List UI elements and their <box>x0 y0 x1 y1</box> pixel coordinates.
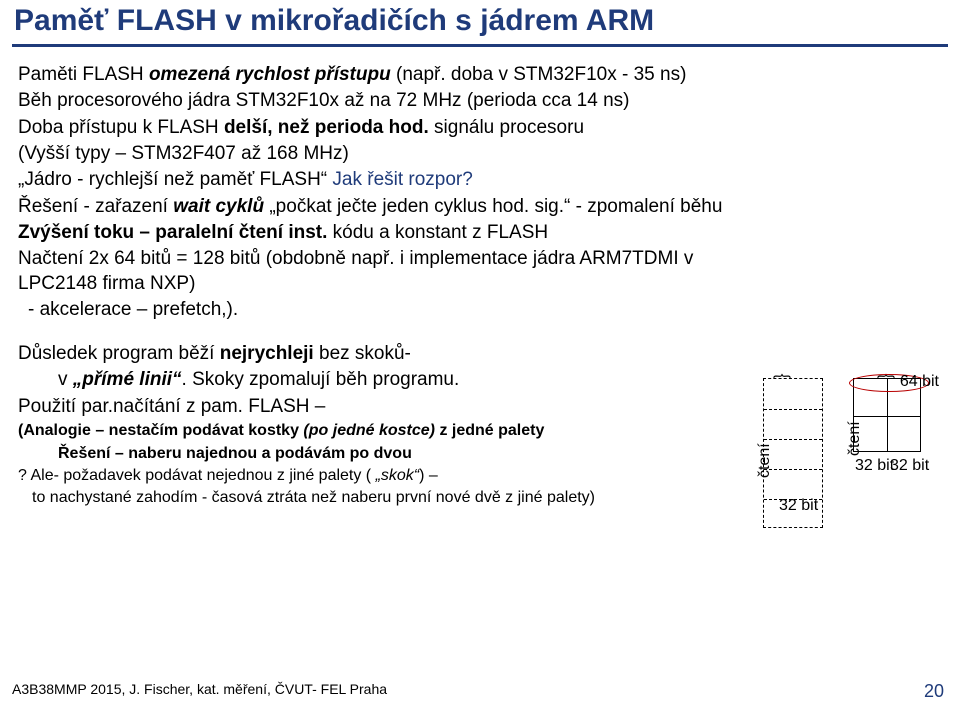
text-bold: nejrychleji <box>220 343 314 364</box>
title-divider <box>12 44 948 47</box>
lower-row: Důsledek program běží nejrychleji bez sk… <box>18 342 942 538</box>
text: kódu a konstant z FLASH <box>327 222 548 243</box>
diagram-label-64bit: 64 bit <box>900 372 939 392</box>
text: (např. doba v STM32F10x - 35 ns) <box>391 64 687 85</box>
para-1: Paměti FLASH omezená rychlost přístupu (… <box>18 63 942 87</box>
para-d5: Řešení – naberu najednou a podávám po dv… <box>18 444 729 464</box>
para-8: Načtení 2x 64 bitů = 128 bitů (obdobně n… <box>18 247 942 296</box>
diagram-label-32bit: 32 bit <box>855 456 894 476</box>
para-2: Běh procesorového jádra STM32F10x až na … <box>18 89 942 113</box>
diagram-label-cteni-right: čtení <box>845 421 865 456</box>
text-bold: z jedné palety <box>435 422 544 439</box>
lower-text-col: Důsledek program běží nejrychleji bez sk… <box>18 342 737 511</box>
text: ? Ale- požadavek podávat nejednou z jiné… <box>18 467 376 484</box>
page-number: 20 <box>924 681 944 702</box>
text-bold: Zvýšení toku – paralelní čtení inst. <box>18 222 327 243</box>
text: „Jádro - rychlejší než paměť FLASH“ <box>18 169 332 190</box>
diagram-label-32bit: 32 bit <box>890 456 929 476</box>
para-d2: v „přímé linii“. Skoky zpomalují běh pro… <box>18 368 729 392</box>
brace-icon: ︷ <box>773 360 788 383</box>
page-title: Paměť FLASH v mikrořadičích s jádrem ARM <box>14 4 654 37</box>
text: Důsledek program běží <box>18 343 220 364</box>
brace-icon: ︷ <box>877 360 892 383</box>
text: Řešení - zařazení <box>18 196 173 217</box>
para-6: Řešení - zařazení wait cyklů „počkat ječ… <box>18 195 942 219</box>
para-d4: (Analogie – nestačím podávat kostky (po … <box>18 421 729 441</box>
text-emph: „přímé linii“ <box>73 369 182 390</box>
diagram-label-32bit: 32 bit <box>779 496 818 516</box>
text: ) – <box>419 467 438 484</box>
para-3: Doba přístupu k FLASH delší, než perioda… <box>18 116 942 140</box>
text-bold: delší, než perioda hod. <box>224 117 429 138</box>
footer-text: A3B38MMP 2015, J. Fischer, kat. měření, … <box>12 681 387 702</box>
text-accent: Jak řešit rozpor? <box>332 169 472 190</box>
text: Doba přístupu k FLASH <box>18 117 224 138</box>
para-d7: to nachystané zahodím - časová ztráta ne… <box>18 488 729 508</box>
footer: A3B38MMP 2015, J. Fischer, kat. měření, … <box>0 681 960 702</box>
text: signálu procesoru <box>429 117 584 138</box>
para-4: (Vyšší typy – STM32F407 až 168 MHz) <box>18 142 942 166</box>
para-d3: Použití par.načítání z pam. FLASH – <box>18 395 729 419</box>
para-7: Zvýšení toku – paralelní čtení inst. kód… <box>18 221 942 245</box>
text: Paměti FLASH <box>18 64 149 85</box>
para-d1: Důsledek program běží nejrychleji bez sk… <box>18 342 729 366</box>
para-9: - akcelerace – prefetch,). <box>18 298 942 322</box>
text-emph: wait cyklů <box>173 196 264 217</box>
text-bold: (Analogie – nestačím podávat kostky <box>18 422 303 439</box>
text: v <box>58 369 73 390</box>
text: bez skoků- <box>314 343 411 364</box>
text-emph: (po jedné kostce) <box>303 422 435 439</box>
text: . Skoky zpomalují běh programu. <box>182 369 460 390</box>
para-5: „Jádro - rychlejší než paměť FLASH“ Jak … <box>18 168 942 192</box>
main-content: Paměti FLASH omezená rychlost přístupu (… <box>0 57 960 538</box>
text-ital: „skok“ <box>376 467 420 484</box>
para-d6: ? Ale- požadavek podávat nejednou z jiné… <box>18 466 729 486</box>
text: „počkat ječte jeden cyklus hod. sig.“ - … <box>264 196 722 217</box>
memory-diagram: ︷ ︷ čtení čtení 64 bit 32 bit 32 bit 32 … <box>737 342 942 538</box>
text-emph: omezená rychlost přístupu <box>149 64 391 85</box>
diagram-label-cteni-left: čtení <box>755 443 775 478</box>
